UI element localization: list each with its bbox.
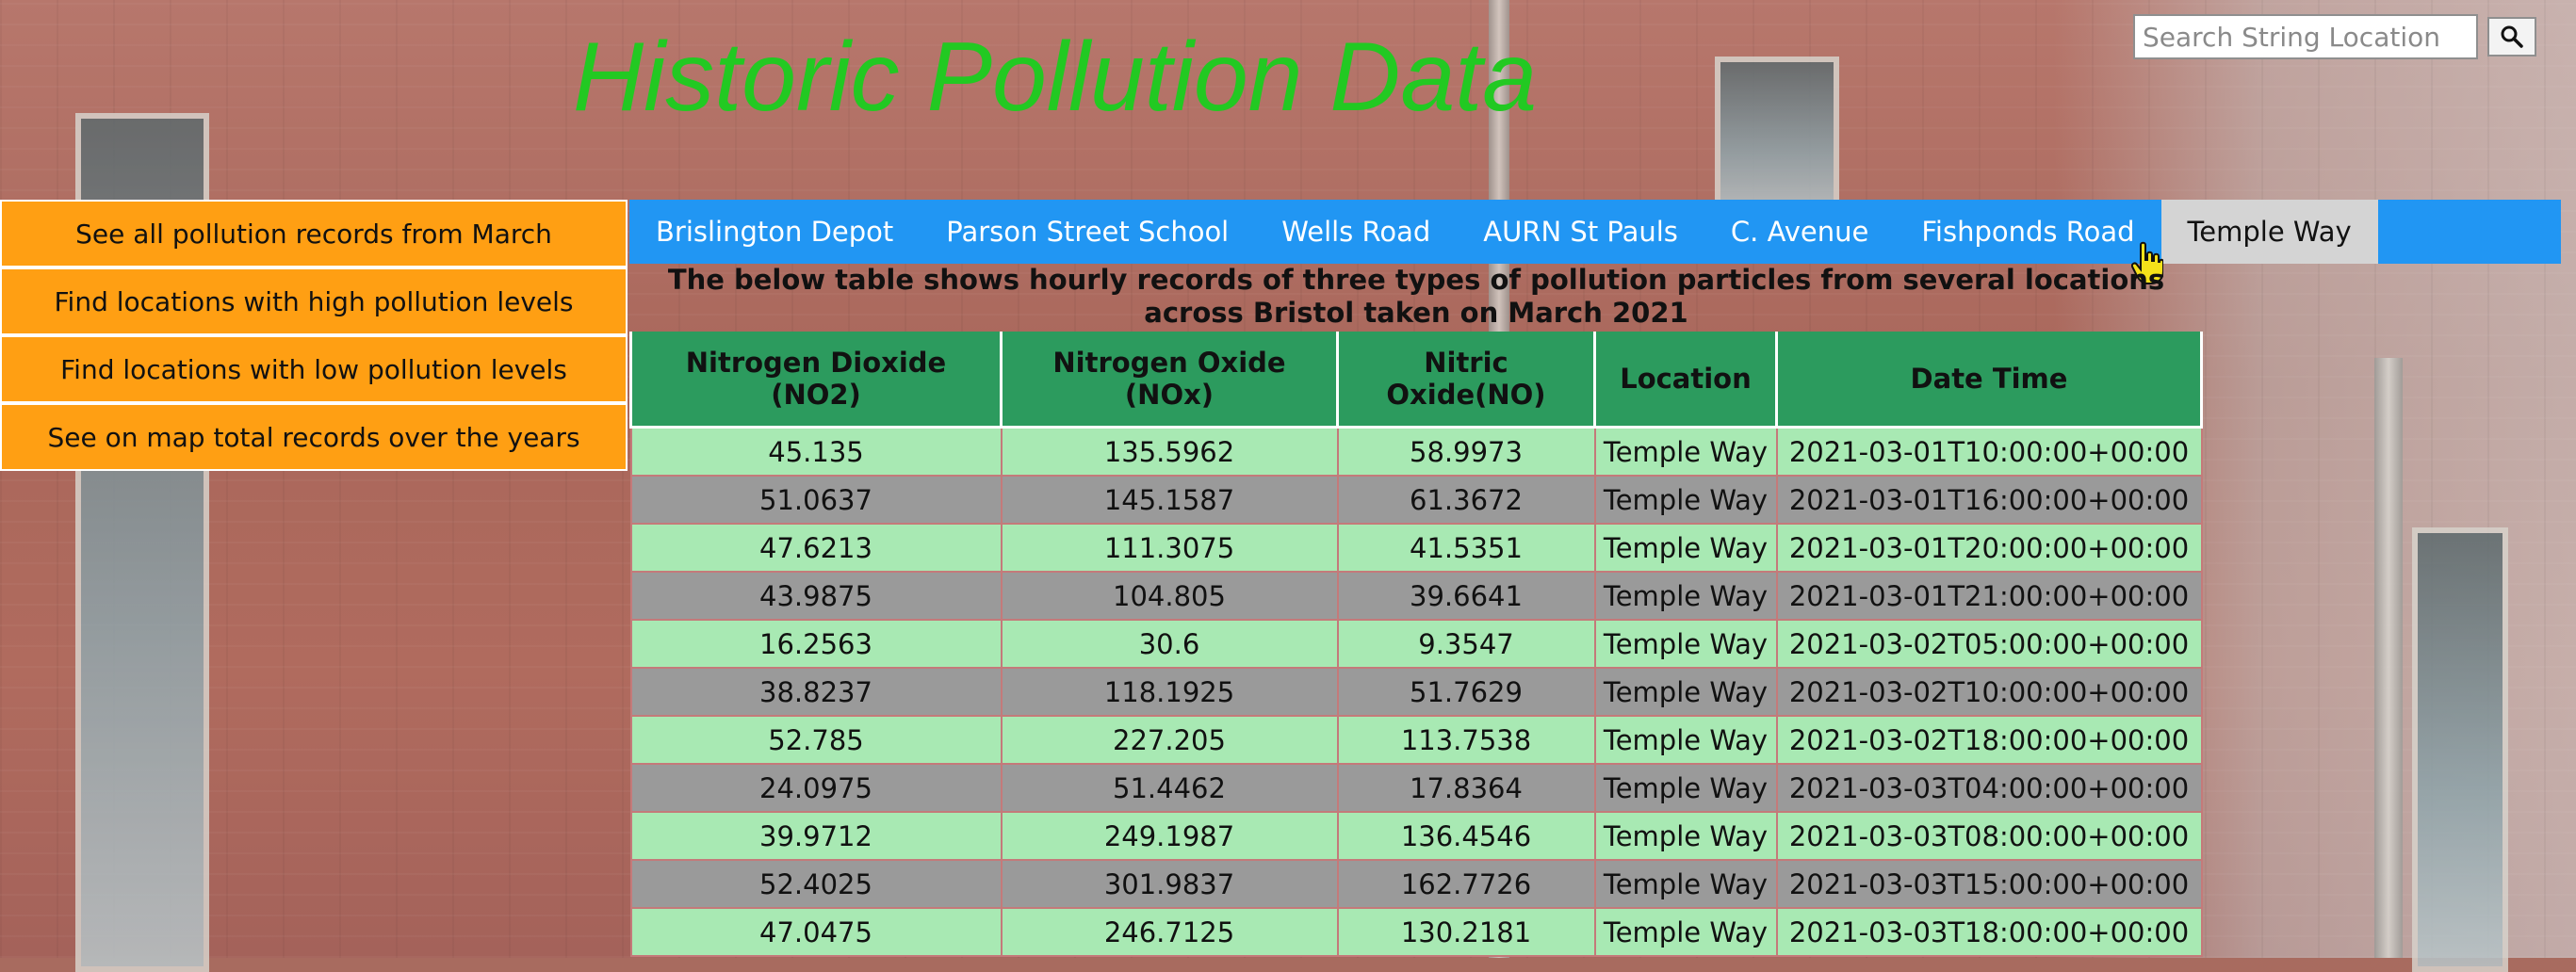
table-row: 47.0475 246.7125 130.2181 Temple Way 2021-03… <box>629 907 2203 957</box>
column-header-datetime: Date Time <box>1775 332 2203 429</box>
nox-cell: 227.205 <box>1000 715 1339 765</box>
datetime-cell: 2021-03-03T15:00:00+00:00 <box>1775 859 2203 909</box>
no2-cell: 16.2563 <box>629 619 1003 669</box>
location-cell: Temple Way <box>1593 763 1778 813</box>
no2-cell: 47.6213 <box>629 523 1003 573</box>
background-pipe <box>2374 358 2403 958</box>
nox-cell: 145.1587 <box>1000 475 1339 525</box>
location-cell: Temple Way <box>1593 667 1778 717</box>
background-window <box>1715 57 1839 219</box>
menu-item-map-records[interactable]: See on map total records over the years <box>0 403 628 471</box>
column-header-nox: Nitrogen Oxide (NOx) <box>1000 332 1339 429</box>
search-bar <box>2133 14 2536 59</box>
no2-cell: 47.0475 <box>629 907 1003 957</box>
nox-cell: 118.1925 <box>1000 667 1339 717</box>
table-row: 52.4025 301.9837 162.7726 Temple Way 2021-03… <box>629 859 2203 909</box>
location-cell: Temple Way <box>1593 907 1778 957</box>
datetime-cell: 2021-03-03T04:00:00+00:00 <box>1775 763 2203 813</box>
datetime-cell: 2021-03-01T21:00:00+00:00 <box>1775 571 2203 621</box>
nox-cell: 301.9837 <box>1000 859 1339 909</box>
no2-cell: 43.9875 <box>629 571 1003 621</box>
location-cell: Temple Way <box>1593 426 1778 477</box>
location-cell: Temple Way <box>1593 715 1778 765</box>
datetime-cell: 2021-03-01T16:00:00+00:00 <box>1775 475 2203 525</box>
table-row: 51.0637 145.1587 61.3672 Temple Way 2021-03-… <box>629 475 2203 525</box>
search-input[interactable] <box>2133 14 2478 59</box>
tab-wells-road[interactable]: Wells Road <box>1281 216 1431 248</box>
location-cell: Temple Way <box>1593 619 1778 669</box>
no-cell: 39.6641 <box>1336 571 1596 621</box>
no-cell: 61.3672 <box>1336 475 1596 525</box>
no2-cell: 39.9712 <box>629 811 1003 861</box>
no-cell: 51.7629 <box>1336 667 1596 717</box>
tab-aurn-st-pauls[interactable]: AURN St Pauls <box>1483 216 1678 248</box>
search-button[interactable] <box>2487 17 2536 57</box>
table-row: 24.0975 51.4462 17.8364 Temple Way 2021-03-0… <box>629 763 2203 813</box>
nox-cell: 104.805 <box>1000 571 1339 621</box>
no-cell: 113.7538 <box>1336 715 1596 765</box>
location-cell: Temple Way <box>1593 475 1778 525</box>
no2-cell: 52.4025 <box>629 859 1003 909</box>
datetime-cell: 2021-03-01T10:00:00+00:00 <box>1775 426 2203 477</box>
no2-cell: 51.0637 <box>629 475 1003 525</box>
no2-cell: 45.135 <box>629 426 1003 477</box>
table-row: 52.785 227.205 113.7538 Temple Way 2021-03-0… <box>629 715 2203 765</box>
no-cell: 162.7726 <box>1336 859 1596 909</box>
tab-temple-way[interactable]: Temple Way <box>2160 200 2378 264</box>
no-cell: 41.5351 <box>1336 523 1596 573</box>
table-header-row: Nitrogen Dioxide (NO2) Nitrogen Oxide (N… <box>629 332 2203 429</box>
tab-brislington-depot[interactable]: Brislington Depot <box>656 216 894 248</box>
table-body: 45.135 135.5962 58.9973 Temple Way 2021-03-0… <box>629 426 2203 957</box>
table-description: The below table shows hourly records of … <box>667 264 2165 329</box>
nox-cell: 111.3075 <box>1000 523 1339 573</box>
tab-parson-street-school[interactable]: Parson Street School <box>946 216 1230 248</box>
datetime-cell: 2021-03-02T18:00:00+00:00 <box>1775 715 2203 765</box>
location-cell: Temple Way <box>1593 859 1778 909</box>
location-cell: Temple Way <box>1593 571 1778 621</box>
no-cell: 58.9973 <box>1336 426 1596 477</box>
table-row: 47.6213 111.3075 41.5351 Temple Way 2021-03-… <box>629 523 2203 573</box>
column-header-location: Location <box>1593 332 1778 429</box>
nox-cell: 246.7125 <box>1000 907 1339 957</box>
table-row: 45.135 135.5962 58.9973 Temple Way 2021-03-0… <box>629 426 2203 477</box>
location-cell: Temple Way <box>1593 811 1778 861</box>
no2-cell: 38.8237 <box>629 667 1003 717</box>
table-row: 39.9712 249.1987 136.4546 Temple Way 2021-03… <box>629 811 2203 861</box>
tab-c-avenue[interactable]: C. Avenue <box>1730 216 1869 248</box>
column-header-no2: Nitrogen Dioxide (NO2) <box>629 332 1003 429</box>
hand-pointer-icon <box>2131 241 2163 284</box>
pollution-table: Nitrogen Dioxide (NO2) Nitrogen Oxide (N… <box>629 332 2203 957</box>
datetime-cell: 2021-03-03T08:00:00+00:00 <box>1775 811 2203 861</box>
background-window <box>2412 527 2508 972</box>
location-cell: Temple Way <box>1593 523 1778 573</box>
datetime-cell: 2021-03-02T05:00:00+00:00 <box>1775 619 2203 669</box>
nox-cell: 135.5962 <box>1000 426 1339 477</box>
menu-item-low-pollution[interactable]: Find locations with low pollution levels <box>0 335 628 403</box>
no-cell: 130.2181 <box>1336 907 1596 957</box>
location-tabs: Brislington Depot Parson Street School W… <box>629 200 2561 264</box>
datetime-cell: 2021-03-01T20:00:00+00:00 <box>1775 523 2203 573</box>
search-icon <box>2501 25 2523 48</box>
nox-cell: 249.1987 <box>1000 811 1339 861</box>
column-header-no: Nitric Oxide(NO) <box>1336 332 1596 429</box>
table-row: 43.9875 104.805 39.6641 Temple Way 2021-03-0… <box>629 571 2203 621</box>
menu-item-march-records[interactable]: See all pollution records from March <box>0 200 628 267</box>
nox-cell: 51.4462 <box>1000 763 1339 813</box>
datetime-cell: 2021-03-02T10:00:00+00:00 <box>1775 667 2203 717</box>
no-cell: 9.3547 <box>1336 619 1596 669</box>
no2-cell: 52.785 <box>629 715 1003 765</box>
side-menu: See all pollution records from March Fin… <box>0 200 628 471</box>
no-cell: 136.4546 <box>1336 811 1596 861</box>
tab-fishponds-road[interactable]: Fishponds Road <box>1921 216 2135 248</box>
menu-item-high-pollution[interactable]: Find locations with high pollution level… <box>0 267 628 335</box>
datetime-cell: 2021-03-03T18:00:00+00:00 <box>1775 907 2203 957</box>
table-row: 16.2563 30.6 9.3547 Temple Way 2021-03-02T05… <box>629 619 2203 669</box>
no-cell: 17.8364 <box>1336 763 1596 813</box>
nox-cell: 30.6 <box>1000 619 1339 669</box>
no2-cell: 24.0975 <box>629 763 1003 813</box>
table-row: 38.8237 118.1925 51.7629 Temple Way 2021-03-… <box>629 667 2203 717</box>
site-title: Historic Pollution Data <box>573 23 1538 132</box>
